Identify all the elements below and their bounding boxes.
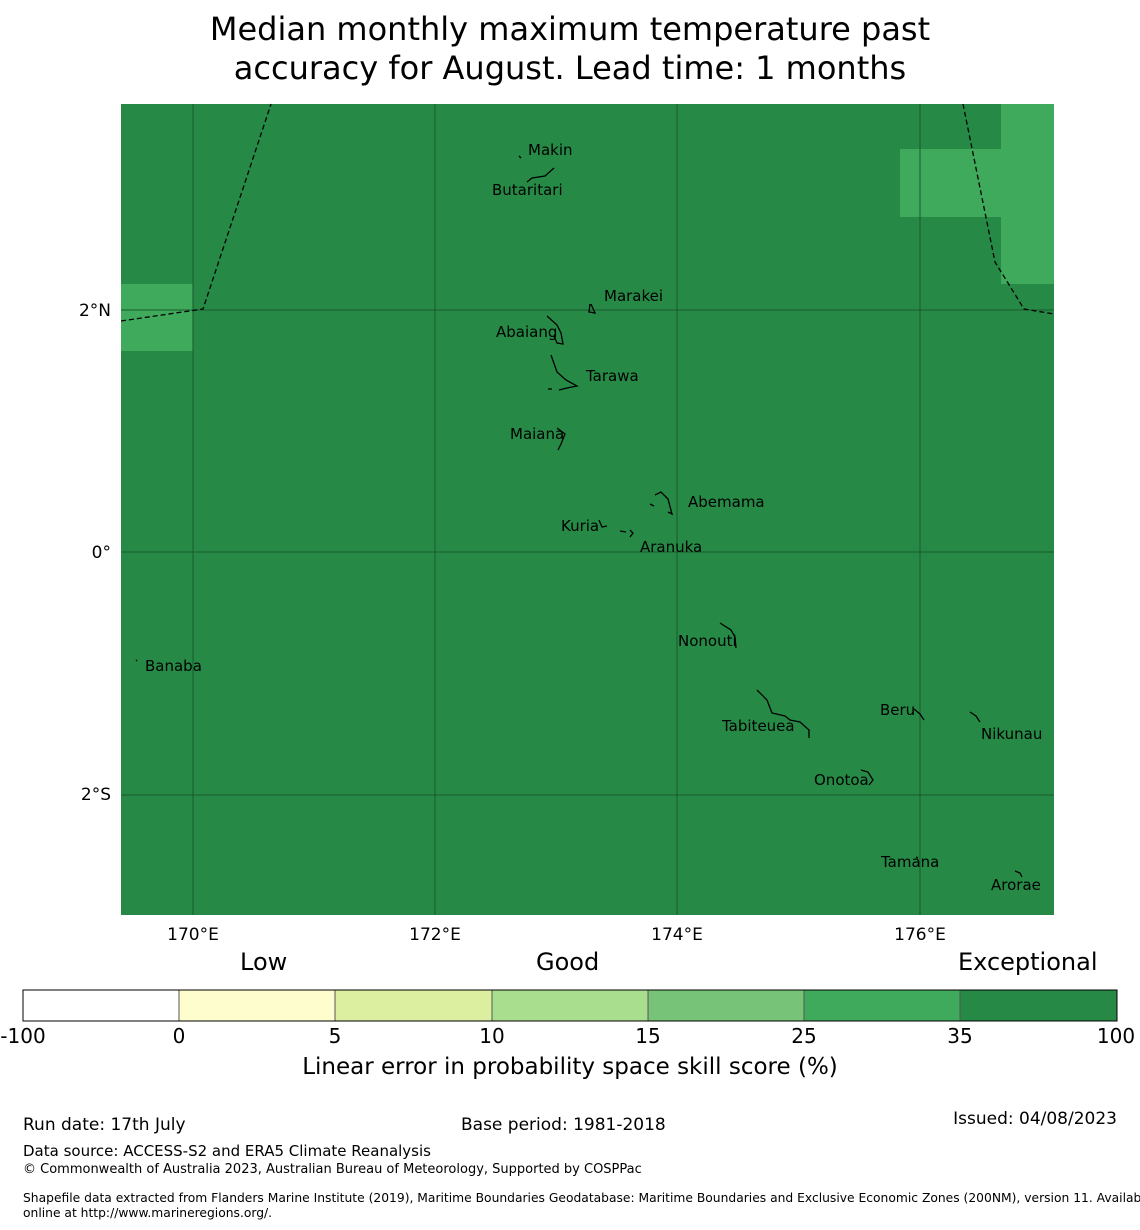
colorbar-tick: -100 <box>0 1024 46 1048</box>
island-marakei <box>588 303 597 314</box>
colorbar-bin-35-100 <box>959 989 1118 1022</box>
base-period: Base period: 1981-2018 <box>461 1115 666 1135</box>
eez-boundaries <box>120 103 1055 322</box>
run-date: Run date: 17th July <box>23 1115 186 1135</box>
island-tabiteuea <box>756 689 810 738</box>
shapefile-credit-line-1: Shapefile data extracted from Flanders M… <box>23 1191 1140 1205</box>
place-label-onotoa: Onotoa <box>814 771 869 789</box>
colorbar-tick: 10 <box>479 1024 505 1048</box>
lat-label-2n: 2°N <box>79 301 111 321</box>
shapefile-credit: Shapefile data extracted from Flanders M… <box>23 1191 1140 1221</box>
place-label-tarawa: Tarawa <box>585 367 639 385</box>
island-onotoa <box>860 769 874 786</box>
chart-title: Median monthly maximum temperature past … <box>0 10 1140 88</box>
island-outlines <box>135 155 1023 878</box>
place-label-nikunau: Nikunau <box>981 725 1042 743</box>
title-line-1: Median monthly maximum temperature past <box>209 10 931 48</box>
colorbar-tick: 25 <box>791 1024 817 1048</box>
place-label-maiana: Maiana <box>510 425 564 443</box>
title-line-2: accuracy for August. Lead time: 1 months <box>233 49 907 87</box>
skill-cell-northeast-2 <box>900 149 1001 217</box>
place-label-tamana: Tamana <box>880 853 939 871</box>
colorbar-tick: 35 <box>947 1024 973 1048</box>
data-source: Data source: ACCESS-S2 and ERA5 Climate … <box>23 1142 431 1160</box>
lat-label-0: 0° <box>92 543 111 563</box>
skill-field-exceptional <box>121 104 1054 915</box>
colorbar-bin-0-5 <box>178 989 336 1022</box>
colorbar-tick: 0 <box>172 1024 186 1048</box>
colorbar-bin-15-25 <box>647 989 805 1022</box>
place-label-butaritari: Butaritari <box>492 181 563 199</box>
lat-axis-labels: 2°N 0° 2°S <box>79 301 111 805</box>
place-label-tabiteuea: Tabiteuea <box>721 717 795 735</box>
lon-label-174e: 174°E <box>651 925 703 945</box>
island-kuria <box>598 519 608 528</box>
colorbar-title: Linear error in probability space skill … <box>302 1054 838 1080</box>
island-arorae <box>1014 870 1023 878</box>
island-abemama <box>654 491 673 516</box>
island-abaiang <box>546 315 564 345</box>
island-abemama-islet <box>649 503 655 507</box>
lat-label-2s: 2°S <box>81 785 111 805</box>
place-label-arorae: Arorae <box>991 876 1041 894</box>
place-label-marakei: Marakei <box>604 287 663 305</box>
skill-cell-west <box>121 284 193 351</box>
legend-category-low: Low <box>240 948 288 976</box>
island-nikunau <box>969 711 981 723</box>
colorbar-frame <box>22 989 1118 1022</box>
island-nonouti <box>719 622 737 649</box>
lon-axis-labels: 170°E 172°E 174°E 176°E <box>167 925 946 945</box>
eez-boundary-west <box>120 103 272 322</box>
colorbar-bin-neg100-0 <box>22 989 180 1022</box>
place-label-kuria: Kuria <box>561 517 599 535</box>
island-banaba <box>135 659 138 662</box>
colorbar-bin-10-15 <box>491 989 649 1022</box>
lon-label-176e: 176°E <box>894 925 946 945</box>
place-label-aranuka: Aranuka <box>640 538 702 556</box>
place-label-abaiang: Abaiang <box>496 323 557 341</box>
eez-boundary-east <box>962 103 1055 315</box>
colorbar-bin-25-35 <box>803 989 961 1022</box>
shapefile-credit-line-2: online at http://www.marineregions.org/. <box>23 1206 273 1220</box>
colorbar-tick: 15 <box>635 1024 661 1048</box>
legend-category-exceptional: Exceptional <box>958 948 1098 976</box>
lon-label-172e: 172°E <box>409 925 461 945</box>
copyright-notice: © Commonwealth of Australia 2023, Austra… <box>23 1162 642 1177</box>
island-tarawa <box>550 354 579 391</box>
island-butaritari <box>526 167 555 183</box>
place-label-banaba: Banaba <box>145 657 202 675</box>
colorbar-tick: 100 <box>1096 1024 1136 1048</box>
island-aranuka <box>619 529 634 538</box>
island-tamana <box>915 856 919 859</box>
skill-cell-northeast <box>1001 104 1054 284</box>
place-label-beru: Beru <box>880 701 915 719</box>
place-labels: Makin Butaritari Marakei Abaiang Tarawa … <box>145 141 1042 894</box>
legend-category-good: Good <box>536 948 600 976</box>
lon-label-170e: 170°E <box>167 925 219 945</box>
colorbar-bin-5-10 <box>334 989 493 1022</box>
place-label-makin: Makin <box>528 141 573 159</box>
graticule <box>121 104 1054 915</box>
colorbar <box>22 989 1118 1022</box>
map-panel: Makin Butaritari Marakei Abaiang Tarawa … <box>79 103 1055 945</box>
place-label-nonouti: Nonouti <box>678 632 737 650</box>
issued-date: Issued: 04/08/2023 <box>953 1109 1117 1129</box>
island-maiana <box>556 427 566 451</box>
island-beru <box>913 708 925 721</box>
place-label-abemama: Abemama <box>688 493 765 511</box>
colorbar-tick: 5 <box>328 1024 342 1048</box>
island-makin <box>518 155 522 159</box>
